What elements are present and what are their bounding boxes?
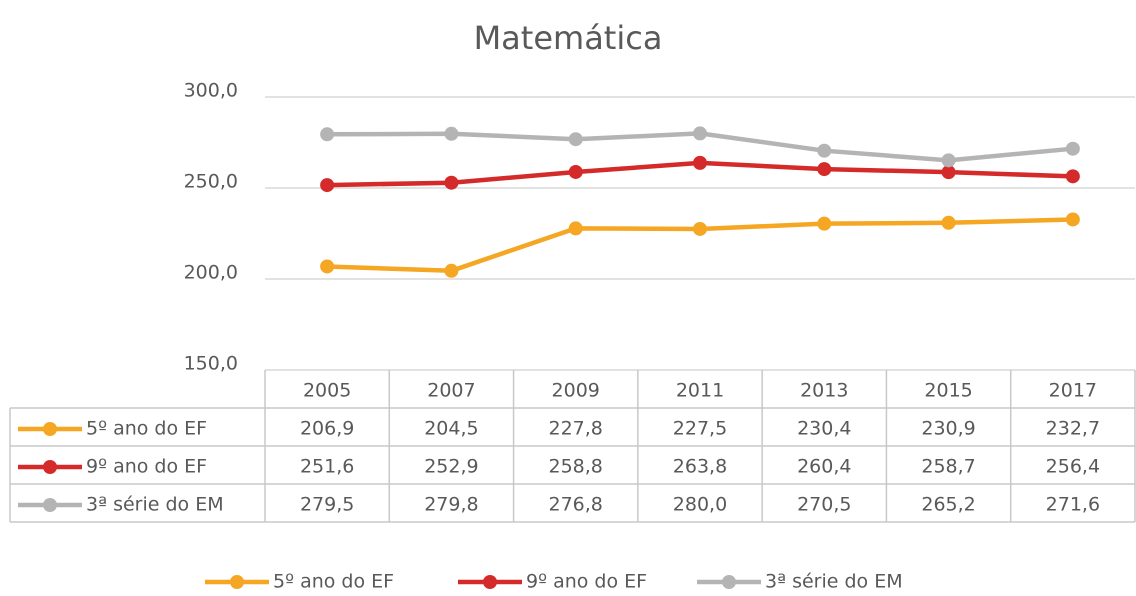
point xyxy=(941,153,956,168)
point xyxy=(693,126,707,141)
table-cell: 232,7 xyxy=(1046,418,1100,440)
legend-marker xyxy=(483,575,497,589)
y-tick-label: 250,0 xyxy=(184,171,238,193)
legend-label: 3ª série do EM xyxy=(765,571,903,593)
table-cell: 280,0 xyxy=(673,494,727,516)
point xyxy=(817,162,832,177)
legend-label: 5º ano do EF xyxy=(273,571,394,593)
legend-marker xyxy=(43,498,57,512)
point xyxy=(568,132,583,147)
point xyxy=(817,143,832,158)
table-row-label: 9º ano do EF xyxy=(86,456,207,478)
point xyxy=(444,263,459,278)
legend-marker xyxy=(43,422,57,436)
table-cell: 252,9 xyxy=(424,456,478,478)
legend-label: 9º ano do EF xyxy=(526,571,647,593)
point xyxy=(941,215,956,230)
table-cell: 279,5 xyxy=(300,494,354,516)
point xyxy=(693,155,707,170)
x-tick-label: 2005 xyxy=(303,380,351,402)
table-cell: 265,2 xyxy=(921,494,975,516)
legend-marker xyxy=(230,575,244,589)
point xyxy=(320,127,335,142)
x-tick-label: 2011 xyxy=(676,380,724,402)
x-tick-label: 2007 xyxy=(427,380,475,402)
table-cell: 258,7 xyxy=(921,456,975,478)
x-tick-label: 2017 xyxy=(1049,380,1097,402)
table-cell: 230,9 xyxy=(921,418,975,440)
point xyxy=(1065,212,1080,227)
table-cell: 204,5 xyxy=(424,418,478,440)
legend-marker xyxy=(722,575,736,589)
legend-marker xyxy=(43,460,57,474)
y-tick-label: 150,0 xyxy=(184,353,238,375)
point xyxy=(1065,169,1080,184)
y-tick-label: 200,0 xyxy=(184,262,238,284)
point xyxy=(444,175,459,190)
table-cell: 230,4 xyxy=(797,418,851,440)
point xyxy=(941,165,956,180)
table-cell: 279,8 xyxy=(424,494,478,516)
table-cell: 260,4 xyxy=(797,456,851,478)
point xyxy=(817,216,832,231)
point xyxy=(320,259,335,274)
point xyxy=(568,164,583,179)
x-tick-label: 2015 xyxy=(924,380,972,402)
chart-title: Matemática xyxy=(474,19,663,57)
table-cell: 227,8 xyxy=(549,418,603,440)
table-cell: 270,5 xyxy=(797,494,851,516)
x-tick-label: 2013 xyxy=(800,380,848,402)
point xyxy=(693,221,707,236)
table-cell: 258,8 xyxy=(549,456,603,478)
point xyxy=(1065,141,1080,156)
table-cell: 276,8 xyxy=(549,494,603,516)
table-row-label: 5º ano do EF xyxy=(86,418,207,440)
table-cell: 206,9 xyxy=(300,418,354,440)
point xyxy=(444,126,459,141)
point xyxy=(568,221,583,236)
table-cell: 256,4 xyxy=(1046,456,1100,478)
x-tick-label: 2009 xyxy=(552,380,600,402)
table-cell: 227,5 xyxy=(673,418,727,440)
point xyxy=(320,178,335,193)
table-cell: 251,6 xyxy=(300,456,354,478)
table-cell: 271,6 xyxy=(1046,494,1100,516)
table-cell: 263,8 xyxy=(673,456,727,478)
table-row-label: 3ª série do EM xyxy=(86,494,224,516)
y-tick-label: 300,0 xyxy=(184,80,238,102)
